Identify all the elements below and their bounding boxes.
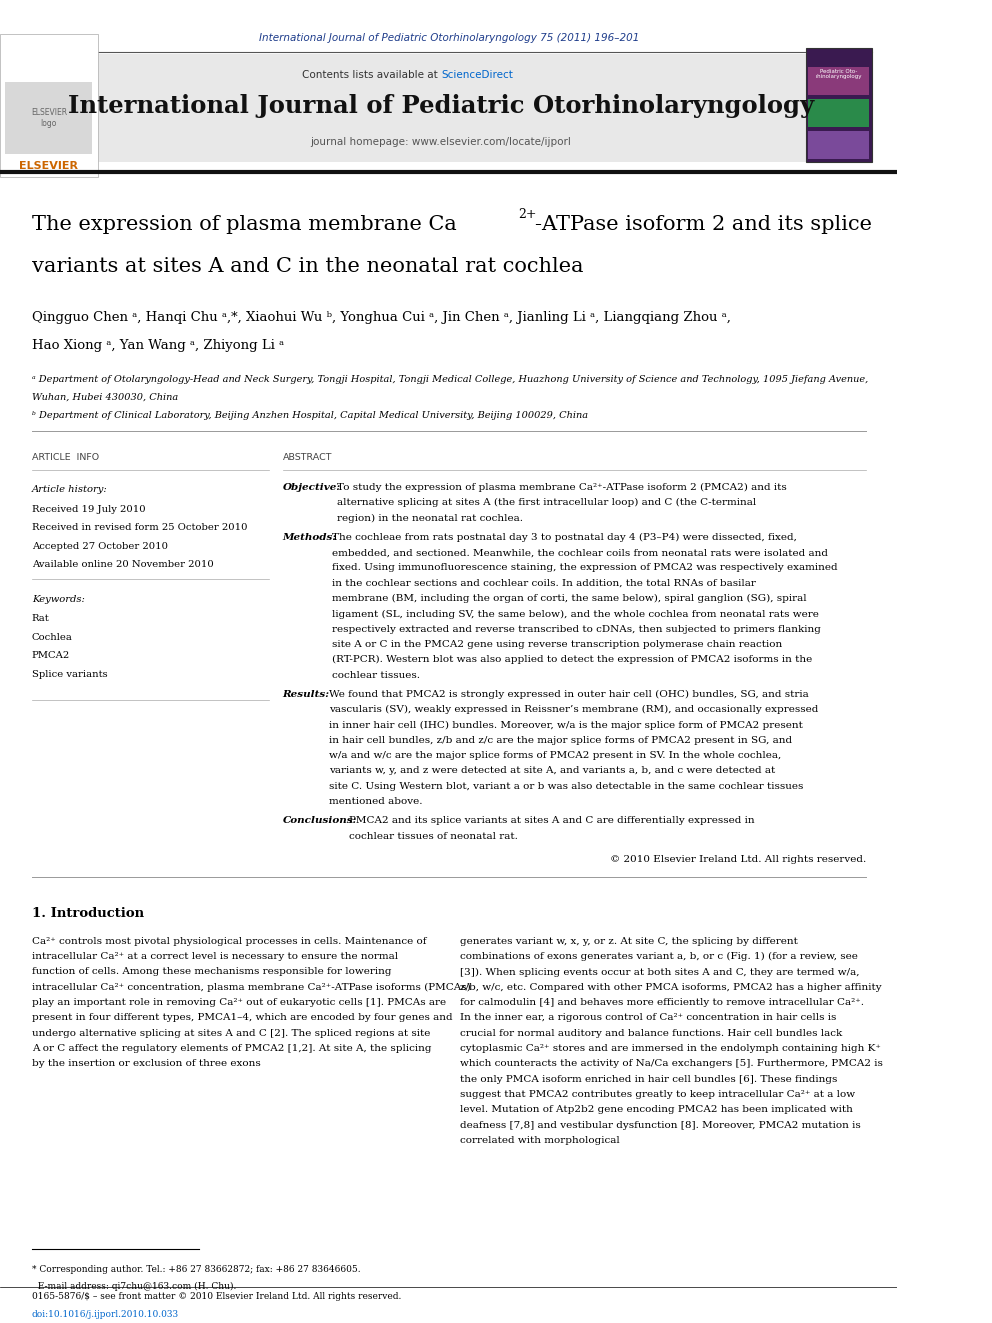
Text: variants at sites A and C in the neonatal rat cochlea: variants at sites A and C in the neonata…	[32, 258, 583, 277]
Text: Conclusions:: Conclusions:	[283, 816, 357, 826]
Text: ᵃ Department of Otolaryngology-Head and Neck Surgery, Tongji Hospital, Tongji Me: ᵃ Department of Otolaryngology-Head and …	[32, 376, 868, 385]
Text: © 2010 Elsevier Ireland Ltd. All rights reserved.: © 2010 Elsevier Ireland Ltd. All rights …	[609, 855, 866, 864]
Text: the only PMCA isoform enriched in hair cell bundles [6]. These findings: the only PMCA isoform enriched in hair c…	[459, 1074, 837, 1084]
Text: deafness [7,8] and vestibular dysfunction [8]. Moreover, PMCA2 mutation is: deafness [7,8] and vestibular dysfunctio…	[459, 1121, 860, 1130]
Text: mentioned above.: mentioned above.	[328, 796, 423, 806]
Text: Results:: Results:	[283, 689, 329, 699]
Text: To study the expression of plasma membrane Ca²⁺-ATPase isoform 2 (PMCA2) and its: To study the expression of plasma membra…	[337, 483, 787, 492]
FancyBboxPatch shape	[807, 67, 869, 95]
Text: Cochlea: Cochlea	[32, 632, 72, 642]
Text: ligament (SL, including SV, the same below), and the whole cochlea from neonatal: ligament (SL, including SV, the same bel…	[332, 610, 819, 619]
FancyBboxPatch shape	[26, 54, 872, 161]
Text: in inner hair cell (IHC) bundles. Moreover, w/a is the major splice form of PMCA: in inner hair cell (IHC) bundles. Moreov…	[328, 721, 803, 729]
Text: site C. Using Western blot, variant a or b was also detectable in the same cochl: site C. Using Western blot, variant a or…	[328, 782, 804, 791]
Text: ScienceDirect: ScienceDirect	[441, 70, 513, 79]
Text: doi:10.1016/j.ijporl.2010.10.033: doi:10.1016/j.ijporl.2010.10.033	[32, 1310, 179, 1319]
Text: Article history:: Article history:	[32, 486, 107, 493]
Text: 0165-5876/$ – see front matter © 2010 Elsevier Ireland Ltd. All rights reserved.: 0165-5876/$ – see front matter © 2010 El…	[32, 1293, 401, 1301]
Text: generates variant w, x, y, or z. At site C, the splicing by different: generates variant w, x, y, or z. At site…	[459, 937, 798, 946]
Text: Available online 20 November 2010: Available online 20 November 2010	[32, 561, 213, 569]
Text: PMCA2 and its splice variants at sites A and C are differentially expressed in: PMCA2 and its splice variants at sites A…	[349, 816, 754, 826]
Text: International Journal of Pediatric Otorhinolaryngology 75 (2011) 196–201: International Journal of Pediatric Otorh…	[259, 33, 639, 44]
Text: by the insertion or exclusion of three exons: by the insertion or exclusion of three e…	[32, 1060, 261, 1068]
Text: International Journal of Pediatric Otorhinolaryngology: International Journal of Pediatric Otorh…	[68, 94, 814, 118]
Text: respectively extracted and reverse transcribed to cDNAs, then subjected to prime: respectively extracted and reverse trans…	[332, 624, 821, 634]
Text: Hao Xiong ᵃ, Yan Wang ᵃ, Zhiyong Li ᵃ: Hao Xiong ᵃ, Yan Wang ᵃ, Zhiyong Li ᵃ	[32, 340, 284, 352]
Text: undergo alternative splicing at sites A and C [2]. The spliced regions at site: undergo alternative splicing at sites A …	[32, 1029, 431, 1037]
Text: ᵇ Department of Clinical Laboratory, Beijing Anzhen Hospital, Capital Medical Un: ᵇ Department of Clinical Laboratory, Bei…	[32, 411, 588, 419]
Text: play an important role in removing Ca²⁺ out of eukaryotic cells [1]. PMCAs are: play an important role in removing Ca²⁺ …	[32, 998, 445, 1007]
Text: suggest that PMCA2 contributes greatly to keep intracellular Ca²⁺ at a low: suggest that PMCA2 contributes greatly t…	[459, 1090, 855, 1099]
Text: * Corresponding author. Tel.: +86 27 83662872; fax: +86 27 83646605.: * Corresponding author. Tel.: +86 27 836…	[32, 1265, 360, 1274]
Text: 2+: 2+	[519, 209, 537, 221]
Text: Wuhan, Hubei 430030, China: Wuhan, Hubei 430030, China	[32, 393, 178, 402]
Text: combinations of exons generates variant a, b, or c (Fig. 1) (for a review, see: combinations of exons generates variant …	[459, 953, 857, 962]
Text: site A or C in the PMCA2 gene using reverse transcription polymerase chain react: site A or C in the PMCA2 gene using reve…	[332, 640, 783, 650]
Text: level. Mutation of Atp2b2 gene encoding PMCA2 has been implicated with: level. Mutation of Atp2b2 gene encoding …	[459, 1105, 852, 1114]
Text: ABSTRACT: ABSTRACT	[283, 452, 332, 462]
Text: in hair cell bundles, z/b and z/c are the major splice forms of PMCA2 present in: in hair cell bundles, z/b and z/c are th…	[328, 736, 792, 745]
Text: embedded, and sectioned. Meanwhile, the cochlear coils from neonatal rats were i: embedded, and sectioned. Meanwhile, the …	[332, 548, 828, 557]
Text: In the inner ear, a rigorous control of Ca²⁺ concentration in hair cells is: In the inner ear, a rigorous control of …	[459, 1013, 836, 1023]
Text: crucial for normal auditory and balance functions. Hair cell bundles lack: crucial for normal auditory and balance …	[459, 1029, 842, 1037]
FancyBboxPatch shape	[807, 99, 869, 127]
Text: z/b, w/c, etc. Compared with other PMCA isoforms, PMCA2 has a higher affinity: z/b, w/c, etc. Compared with other PMCA …	[459, 983, 881, 992]
Text: ELSEVIER: ELSEVIER	[20, 161, 78, 171]
Text: 1. Introduction: 1. Introduction	[32, 906, 144, 919]
Text: intracellular Ca²⁺ concentration, plasma membrane Ca²⁺-ATPase isoforms (PMCAs): intracellular Ca²⁺ concentration, plasma…	[32, 983, 470, 992]
Text: Contents lists available at: Contents lists available at	[302, 70, 441, 79]
FancyBboxPatch shape	[807, 131, 869, 159]
Text: The cochleae from rats postnatal day 3 to postnatal day 4 (P3–P4) were dissected: The cochleae from rats postnatal day 3 t…	[332, 533, 798, 542]
Text: ELSEVIER
logo: ELSEVIER logo	[31, 108, 66, 128]
Text: which counteracts the activity of Na/Ca exchangers [5]. Furthermore, PMCA2 is: which counteracts the activity of Na/Ca …	[459, 1060, 883, 1068]
Text: present in four different types, PMCA1–4, which are encoded by four genes and: present in four different types, PMCA1–4…	[32, 1013, 452, 1023]
Text: [3]). When splicing events occur at both sites A and C, they are termed w/a,: [3]). When splicing events occur at both…	[459, 967, 859, 976]
Text: Accepted 27 October 2010: Accepted 27 October 2010	[32, 542, 168, 550]
Text: Qingguo Chen ᵃ, Hanqi Chu ᵃ,*, Xiaohui Wu ᵇ, Yonghua Cui ᵃ, Jin Chen ᵃ, Jianling: Qingguo Chen ᵃ, Hanqi Chu ᵃ,*, Xiaohui W…	[32, 311, 730, 324]
Text: (RT-PCR). Western blot was also applied to detect the expression of PMCA2 isofor: (RT-PCR). Western blot was also applied …	[332, 655, 812, 664]
Text: region) in the neonatal rat cochlea.: region) in the neonatal rat cochlea.	[337, 513, 523, 523]
FancyBboxPatch shape	[806, 48, 872, 161]
Text: cytoplasmic Ca²⁺ stores and are immersed in the endolymph containing high K⁺: cytoplasmic Ca²⁺ stores and are immersed…	[459, 1044, 881, 1053]
Text: alternative splicing at sites A (the first intracellular loop) and C (the C-term: alternative splicing at sites A (the fir…	[337, 499, 756, 508]
Text: in the cochlear sections and cochlear coils. In addition, the total RNAs of basi: in the cochlear sections and cochlear co…	[332, 578, 756, 587]
Text: A or C affect the regulatory elements of PMCA2 [1,2]. At site A, the splicing: A or C affect the regulatory elements of…	[32, 1044, 432, 1053]
FancyBboxPatch shape	[5, 82, 92, 153]
Text: variants w, y, and z were detected at site A, and variants a, b, and c were dete: variants w, y, and z were detected at si…	[328, 766, 775, 775]
Text: membrane (BM, including the organ of corti, the same below), spiral ganglion (SG: membrane (BM, including the organ of cor…	[332, 594, 807, 603]
Text: Splice variants: Splice variants	[32, 669, 107, 679]
Text: Keywords:: Keywords:	[32, 595, 84, 605]
Text: The expression of plasma membrane Ca: The expression of plasma membrane Ca	[32, 216, 456, 234]
Text: w/a and w/c are the major splice forms of PMCA2 present in SV. In the whole coch: w/a and w/c are the major splice forms o…	[328, 751, 781, 761]
Text: Objective:: Objective:	[283, 483, 341, 492]
Text: correlated with morphological: correlated with morphological	[459, 1136, 619, 1144]
FancyBboxPatch shape	[0, 34, 97, 177]
Text: PMCA2: PMCA2	[32, 651, 69, 660]
Text: fixed. Using immunofluorescence staining, the expression of PMCA2 was respective: fixed. Using immunofluorescence staining…	[332, 564, 838, 573]
Text: -ATPase isoform 2 and its splice: -ATPase isoform 2 and its splice	[535, 216, 872, 234]
Text: Rat: Rat	[32, 614, 50, 623]
Text: cochlear tissues.: cochlear tissues.	[332, 671, 421, 680]
Text: vascularis (SV), weakly expressed in Reissner’s membrane (RM), and occasionally : vascularis (SV), weakly expressed in Rei…	[328, 705, 818, 714]
Text: cochlear tissues of neonatal rat.: cochlear tissues of neonatal rat.	[349, 832, 518, 840]
Text: Ca²⁺ controls most pivotal physiological processes in cells. Maintenance of: Ca²⁺ controls most pivotal physiological…	[32, 937, 427, 946]
Text: ARTICLE  INFO: ARTICLE INFO	[32, 452, 99, 462]
Text: Received in revised form 25 October 2010: Received in revised form 25 October 2010	[32, 524, 247, 532]
Text: function of cells. Among these mechanisms responsible for lowering: function of cells. Among these mechanism…	[32, 967, 391, 976]
Text: journal homepage: www.elsevier.com/locate/ijporl: journal homepage: www.elsevier.com/locat…	[310, 138, 571, 147]
Text: for calmodulin [4] and behaves more efficiently to remove intracellular Ca²⁺.: for calmodulin [4] and behaves more effi…	[459, 998, 864, 1007]
Text: E-mail address: qi7chu@163.com (H. Chu).: E-mail address: qi7chu@163.com (H. Chu).	[32, 1282, 236, 1291]
Text: intracellular Ca²⁺ at a correct level is necessary to ensure the normal: intracellular Ca²⁺ at a correct level is…	[32, 953, 398, 962]
Text: Pediatric Oto-
rhinolaryngology: Pediatric Oto- rhinolaryngology	[815, 69, 862, 79]
Text: Methods:: Methods:	[283, 533, 337, 542]
Text: Received 19 July 2010: Received 19 July 2010	[32, 505, 145, 515]
Text: We found that PMCA2 is strongly expressed in outer hair cell (OHC) bundles, SG, : We found that PMCA2 is strongly expresse…	[328, 689, 808, 699]
